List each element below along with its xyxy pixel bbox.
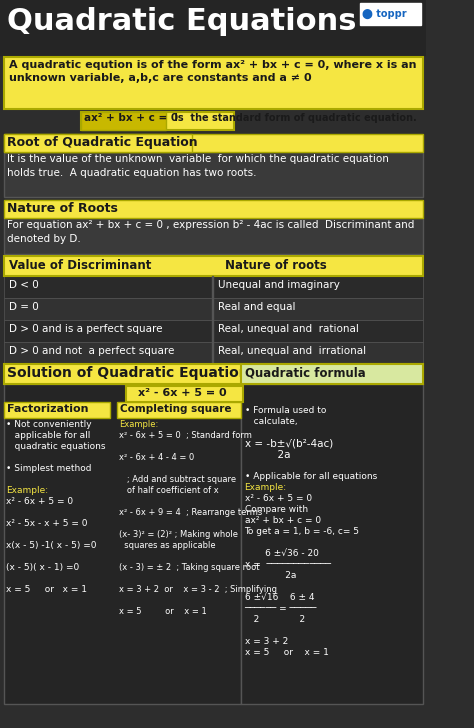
FancyBboxPatch shape [4, 402, 109, 418]
Text: Nature of roots: Nature of roots [225, 259, 327, 272]
FancyBboxPatch shape [81, 112, 166, 130]
Text: calculate,: calculate, [245, 417, 297, 426]
Text: Value of Discriminant: Value of Discriminant [9, 259, 151, 272]
Text: x = 3 + 2  or    x = 3 - 2  ; Simplifying: x = 3 + 2 or x = 3 - 2 ; Simplifying [118, 585, 277, 594]
Text: x² - 5x - x + 5 = 0: x² - 5x - x + 5 = 0 [6, 519, 88, 528]
FancyBboxPatch shape [4, 320, 422, 342]
Text: x = 3 + 2: x = 3 + 2 [245, 637, 288, 646]
Text: applicable for all: applicable for all [6, 431, 91, 440]
Text: Completing square: Completing square [120, 404, 232, 414]
Text: D < 0: D < 0 [9, 280, 39, 290]
Text: ────── = ─────: ────── = ───── [245, 604, 317, 613]
Text: ax² + bx + c = 0: ax² + bx + c = 0 [83, 113, 178, 123]
Text: Example:: Example: [118, 420, 158, 429]
FancyBboxPatch shape [212, 320, 213, 342]
Text: D > 0 and is a perfect square: D > 0 and is a perfect square [9, 324, 163, 334]
Text: x² - 6x + 5 = 0: x² - 6x + 5 = 0 [137, 388, 226, 398]
Text: squares as applicable: squares as applicable [118, 541, 215, 550]
Text: ax² + bx + c = 0: ax² + bx + c = 0 [245, 516, 320, 525]
Text: x² - 6x + 9 = 4  ; Rearrange terms: x² - 6x + 9 = 4 ; Rearrange terms [118, 508, 262, 517]
Text: Solution of Quadratic Equation: Solution of Quadratic Equation [7, 366, 249, 380]
Text: x² - 6x + 5 = 0: x² - 6x + 5 = 0 [6, 497, 73, 506]
Text: Compare with: Compare with [245, 505, 308, 514]
Text: x = -b±√(b²-4ac): x = -b±√(b²-4ac) [245, 439, 333, 449]
Text: x² - 6x + 5 = 0  ; Standard form: x² - 6x + 5 = 0 ; Standard form [118, 431, 252, 440]
Text: Real, unequal and  rational: Real, unequal and rational [218, 324, 358, 334]
FancyBboxPatch shape [0, 0, 426, 728]
Text: x = 5     or   x = 1: x = 5 or x = 1 [6, 585, 87, 594]
FancyBboxPatch shape [81, 112, 234, 130]
Text: • Applicable for all equations: • Applicable for all equations [245, 472, 377, 481]
Text: x² - 6x + 5 = 0: x² - 6x + 5 = 0 [245, 494, 311, 503]
Text: Real and equal: Real and equal [218, 302, 295, 312]
Text: Example:: Example: [245, 483, 287, 492]
Text: D = 0: D = 0 [9, 302, 39, 312]
Text: x = 5         or    x = 1: x = 5 or x = 1 [118, 607, 206, 616]
FancyBboxPatch shape [241, 384, 422, 704]
Text: • Not conveniently: • Not conveniently [6, 420, 92, 429]
Text: ⬤ toppr: ⬤ toppr [362, 9, 407, 19]
Text: Real, unequal and  irrational: Real, unequal and irrational [218, 346, 365, 356]
FancyBboxPatch shape [360, 3, 421, 25]
FancyBboxPatch shape [117, 402, 241, 418]
Text: 2a: 2a [245, 450, 290, 460]
FancyBboxPatch shape [212, 276, 213, 298]
FancyBboxPatch shape [4, 384, 241, 704]
Text: Quadratic Equations: Quadratic Equations [7, 7, 357, 36]
Text: (x - 5)( x - 1) =0: (x - 5)( x - 1) =0 [6, 563, 80, 572]
FancyBboxPatch shape [4, 200, 422, 218]
Text: To get a = 1, b = -6, c= 5: To get a = 1, b = -6, c= 5 [245, 527, 359, 536]
Text: Example:: Example: [6, 486, 48, 495]
Text: (x- 3)² = (2)² ; Making whole: (x- 3)² = (2)² ; Making whole [118, 530, 237, 539]
Text: of half coefficient of x: of half coefficient of x [118, 486, 219, 495]
FancyBboxPatch shape [241, 364, 422, 384]
FancyBboxPatch shape [4, 218, 422, 254]
Text: A quadratic eqution is of the form ax² + bx + c = 0, where x is an
unknown varia: A quadratic eqution is of the form ax² +… [9, 60, 417, 83]
Text: 6 ±√16    6 ± 4: 6 ±√16 6 ± 4 [245, 593, 314, 602]
Text: x² - 6x + 4 - 4 = 0: x² - 6x + 4 - 4 = 0 [118, 453, 194, 462]
Text: x = 5     or    x = 1: x = 5 or x = 1 [245, 648, 328, 657]
Text: ; Add and subtract square: ; Add and subtract square [118, 475, 236, 484]
FancyBboxPatch shape [4, 364, 422, 384]
FancyBboxPatch shape [4, 342, 422, 364]
Text: 6 ±√36 - 20: 6 ±√36 - 20 [245, 549, 319, 558]
FancyBboxPatch shape [4, 256, 422, 276]
Text: (x - 3) = ± 2  ; Taking square root: (x - 3) = ± 2 ; Taking square root [118, 563, 259, 572]
Text: x(x - 5) -1( x - 5) =0: x(x - 5) -1( x - 5) =0 [6, 541, 97, 550]
Text: • Formula used to: • Formula used to [245, 406, 326, 415]
FancyBboxPatch shape [4, 276, 422, 298]
FancyBboxPatch shape [212, 298, 213, 320]
Text: For equation ax² + bx + c = 0 , expression b² - 4ac is called  Discriminant and
: For equation ax² + bx + c = 0 , expressi… [7, 220, 415, 244]
FancyBboxPatch shape [4, 134, 192, 152]
FancyBboxPatch shape [0, 0, 426, 55]
FancyBboxPatch shape [4, 134, 422, 152]
Text: D > 0 and not  a perfect square: D > 0 and not a perfect square [9, 346, 174, 356]
FancyBboxPatch shape [4, 152, 422, 197]
Text: 2              2: 2 2 [245, 615, 305, 624]
Text: is  the standard form of quadratic equation.: is the standard form of quadratic equati… [171, 113, 417, 123]
Text: • Simplest method: • Simplest method [6, 464, 92, 473]
FancyBboxPatch shape [4, 298, 422, 320]
Text: It is the value of the unknown  variable  for which the quadratic equation
holds: It is the value of the unknown variable … [7, 154, 389, 178]
Text: quadratic equations: quadratic equations [6, 442, 106, 451]
FancyBboxPatch shape [126, 386, 243, 402]
Text: Unequal and imaginary: Unequal and imaginary [218, 280, 339, 290]
FancyBboxPatch shape [4, 57, 422, 109]
Text: Quadratic formula: Quadratic formula [246, 366, 366, 379]
Text: 2a: 2a [245, 571, 296, 580]
Text: x =  ────────────: x = ──────────── [245, 560, 330, 569]
FancyBboxPatch shape [212, 342, 213, 364]
Text: Root of Quadratic Equation: Root of Quadratic Equation [7, 136, 198, 149]
Text: Nature of Roots: Nature of Roots [7, 202, 118, 215]
Text: Factorization: Factorization [7, 404, 89, 414]
